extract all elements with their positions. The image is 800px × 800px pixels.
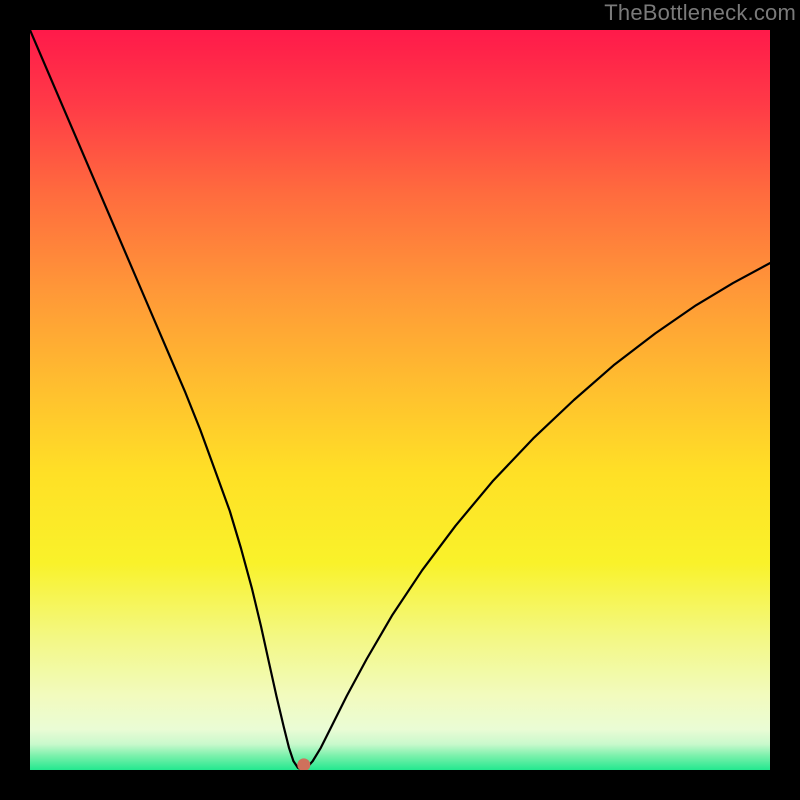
optimum-marker <box>297 758 310 770</box>
bottleneck-curve-path <box>30 30 770 770</box>
bottleneck-curve-svg <box>30 30 770 770</box>
watermark-text: TheBottleneck.com <box>604 0 796 26</box>
plot-area <box>30 30 770 770</box>
